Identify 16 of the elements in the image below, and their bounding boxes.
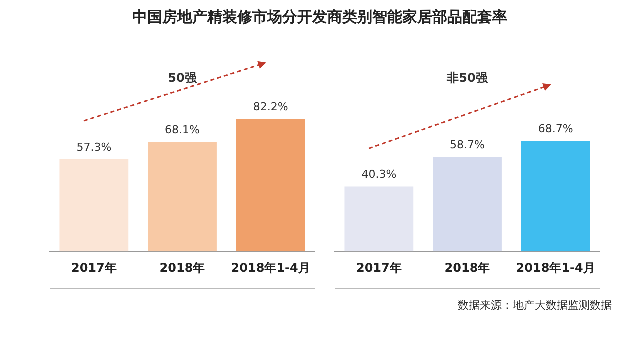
x-tick-label: 2017年 — [71, 260, 117, 275]
x-tick-label: 2018年 — [160, 260, 206, 275]
data-label: 58.7% — [450, 138, 485, 152]
data-label: 57.3% — [76, 140, 112, 154]
chart-subtitle: 非50强 — [446, 70, 489, 87]
data-label: 82.2% — [253, 100, 288, 114]
x-tick-label: 2017年 — [356, 260, 402, 275]
x-tick-label: 2018年1-4月 — [231, 260, 310, 275]
chart-subtitle: 50强 — [167, 70, 198, 87]
data-label: 68.7% — [538, 122, 574, 136]
chart-title: 中国房地产精装修市场分开发商类别智能家居部品配套率 — [132, 8, 508, 27]
x-tick-label: 2018年 — [444, 260, 490, 275]
data-label: 40.3% — [362, 168, 397, 182]
x-tick-label: 2018年1-4月 — [516, 260, 596, 275]
data-label: 68.1% — [165, 123, 200, 136]
source-note: 数据来源：地产大数据监测数据 — [458, 298, 612, 313]
